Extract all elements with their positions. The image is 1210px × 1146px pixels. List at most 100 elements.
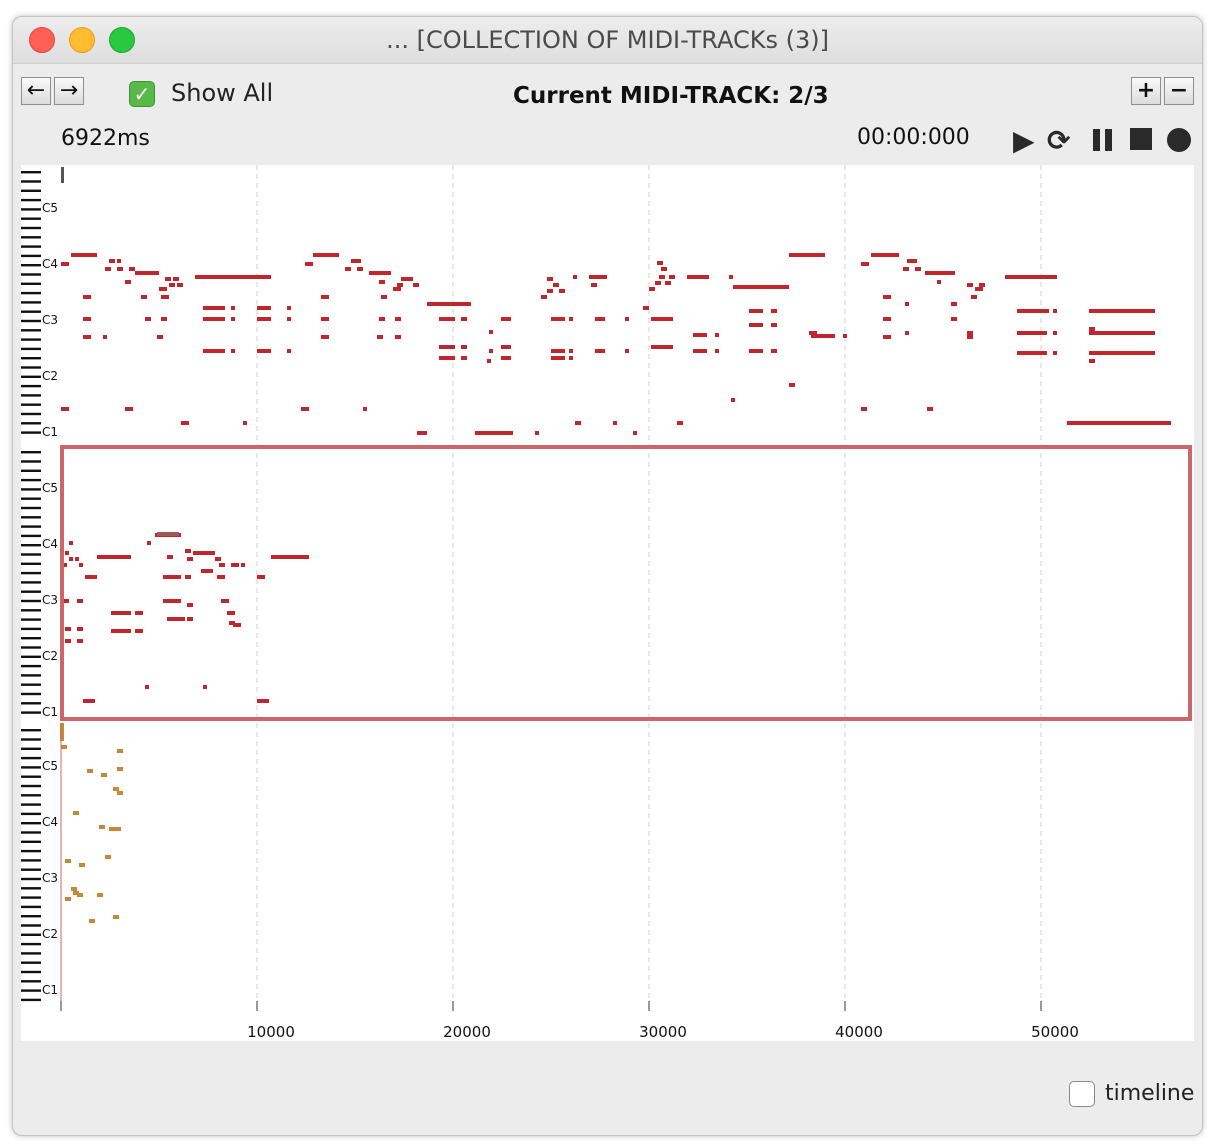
midi-note [165, 277, 171, 281]
show-all-label: Show All [171, 79, 274, 107]
octave-label-bg [41, 368, 63, 383]
duration-readout: 6922ms [61, 126, 150, 151]
midi-note [749, 323, 763, 327]
midi-note [905, 331, 909, 335]
midi-note [951, 317, 957, 321]
piano-key [21, 877, 41, 881]
piano-key [21, 366, 41, 369]
next-track-button[interactable]: → [54, 77, 84, 105]
midi-note [135, 629, 143, 633]
midi-note [83, 317, 91, 321]
midi-note [551, 349, 565, 353]
octave-label: C1 [42, 983, 58, 997]
octave-label: C5 [42, 201, 58, 215]
octave-label-bg [41, 312, 63, 327]
midi-note [125, 407, 133, 411]
midi-note [111, 611, 131, 615]
piano-key [21, 961, 41, 964]
midi-note [669, 275, 675, 279]
midi-note [595, 349, 605, 353]
midi-note [789, 253, 825, 257]
midi-note [117, 791, 123, 795]
piano-key [21, 562, 41, 565]
piano-key [21, 933, 41, 936]
midi-note [77, 893, 83, 897]
show-all-checkbox[interactable]: ✓ [129, 81, 155, 107]
midi-note [63, 599, 69, 603]
midi-note [461, 356, 467, 360]
midi-note [313, 253, 339, 257]
close-window-button[interactable] [29, 27, 55, 53]
piano-roll-svg[interactable]: 10000 20000 30000 40000 50000 C5 C4 C3 C2 C1 C5 C4 C… [21, 165, 1194, 1041]
midi-note [321, 317, 329, 321]
piano-key [21, 516, 41, 519]
midi-note [771, 323, 777, 327]
piano-key [21, 784, 41, 788]
loop-icon[interactable]: ⟳ [1047, 124, 1071, 157]
midi-note [541, 295, 547, 299]
midi-note [65, 627, 71, 631]
piano-key [21, 859, 41, 862]
midi-note [439, 317, 455, 321]
midi-note [501, 345, 511, 349]
midi-note [77, 599, 83, 603]
previous-track-button[interactable]: ← [21, 77, 51, 105]
playhead-icon[interactable] [61, 167, 64, 183]
midi-note [233, 623, 241, 627]
selected-track-frame[interactable] [60, 445, 1192, 721]
track-start-marker [60, 723, 64, 741]
octave-label: C5 [42, 759, 58, 773]
midi-note [417, 431, 427, 435]
pause-icon[interactable] [1091, 127, 1115, 151]
piano-key [21, 794, 41, 797]
octave-label: C4 [42, 257, 58, 271]
midi-note [287, 349, 291, 353]
piano-key [21, 282, 41, 285]
piano-key [21, 264, 41, 267]
midi-note [61, 407, 69, 411]
add-track-button[interactable]: + [1131, 77, 1161, 105]
stop-icon[interactable] [1129, 127, 1153, 151]
midi-note [613, 421, 617, 425]
midi-note [117, 767, 123, 771]
midi-note [1053, 351, 1057, 355]
midi-note [651, 345, 673, 349]
checkmark-icon: ✓ [133, 82, 151, 106]
piano-key [21, 803, 41, 806]
timeline-checkbox[interactable] [1069, 1081, 1095, 1107]
minimize-window-button[interactable] [69, 27, 95, 53]
midi-note [393, 287, 401, 291]
midi-note [87, 769, 93, 773]
midi-note [61, 745, 67, 749]
midi-note [203, 306, 225, 310]
piano-key [21, 683, 41, 686]
piano-key [21, 887, 41, 890]
midi-note [871, 253, 899, 257]
piano-key [21, 849, 41, 853]
midi-note [83, 335, 91, 339]
piano-roll-area[interactable]: 10000 20000 30000 40000 50000 C5 C4 C3 C2 C1 C5 C4 C… [21, 165, 1194, 1041]
record-icon[interactable] [1166, 127, 1192, 153]
piano-key [21, 506, 41, 510]
midi-note [461, 345, 467, 349]
title-bar: ... [COLLECTION OF MIDI-TRACKs (3)] [13, 17, 1202, 64]
midi-note [427, 302, 471, 306]
midi-note [861, 262, 869, 266]
midi-note [357, 259, 361, 263]
octave-label: C2 [42, 649, 58, 663]
midi-note [207, 569, 213, 573]
zoom-window-button[interactable] [109, 27, 135, 53]
midi-note [407, 277, 413, 281]
midi-note [569, 349, 573, 353]
midi-note [1017, 309, 1049, 313]
remove-track-button[interactable]: − [1164, 77, 1194, 105]
active-note [157, 532, 179, 536]
midi-note [305, 262, 313, 266]
piano-key [21, 674, 41, 677]
piano-key [21, 384, 41, 388]
midi-note [913, 259, 917, 263]
piano-key [21, 738, 41, 741]
midi-note [573, 275, 577, 279]
octave-label-bg [41, 870, 63, 885]
play-icon[interactable]: ▶ [1013, 124, 1035, 157]
